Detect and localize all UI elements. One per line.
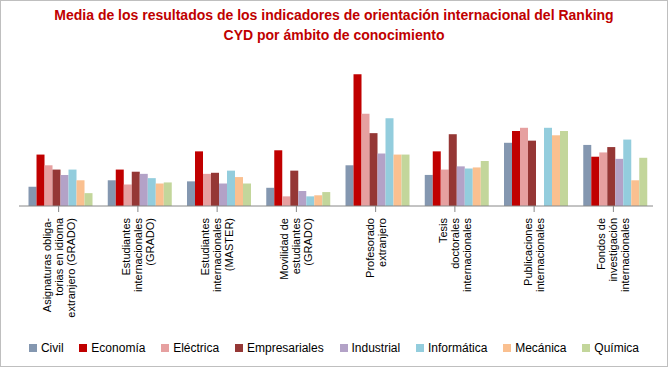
svg-text:Estudiantesinternacionales(GRA: Estudiantesinternacionales(GRADO) (120, 218, 156, 292)
html-text:Industrial: Industrial (351, 341, 401, 355)
html-text:Mecánica: Mecánica (515, 341, 567, 355)
svg-text:Tesisdoctoralesinternacionales: Tesisdoctoralesinternacionales (437, 218, 473, 292)
html-text:Media de los resultados de los: Media de los resultados de los indicador… (54, 7, 614, 43)
html-text:Civil: Civil (40, 341, 64, 355)
svg-text:Profesoradoextranjero: Profesoradoextranjero (364, 218, 388, 278)
html-text:Economía: Economía (91, 341, 146, 355)
html-text:Empresariales: Empresariales (247, 341, 324, 355)
html-text:Eléctrica: Eléctrica (173, 341, 220, 355)
svg-text:Movilidad deestudiantes(GRADO): Movilidad deestudiantes(GRADO) (278, 218, 314, 280)
html-text:Química: Química (594, 341, 639, 355)
svg-text:Publicacionesinternacionales: Publicacionesinternacionales (522, 218, 546, 292)
svg-text:Estudiantesinternacionales(MAS: Estudiantesinternacionales(MASTER) (199, 218, 235, 292)
svg-text:Fondos deinvestigacióninternac: Fondos deinvestigacióninternacionales (595, 218, 631, 292)
svg-text:Asignaturas obliga-torias en i: Asignaturas obliga-torias en idiomaextra… (41, 217, 77, 318)
html-text:Informática: Informática (428, 341, 488, 355)
